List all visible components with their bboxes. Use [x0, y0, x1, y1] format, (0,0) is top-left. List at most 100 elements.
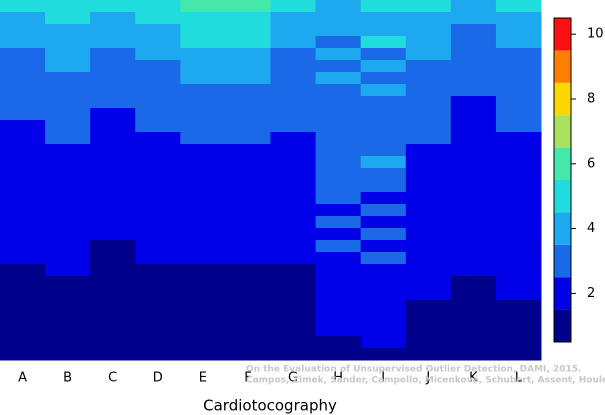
heatmap-cell	[225, 204, 271, 217]
heatmap-cell	[315, 324, 362, 337]
heatmap-cell	[0, 156, 46, 169]
heatmap-cell	[0, 24, 46, 37]
heatmap-cell	[405, 84, 452, 97]
heatmap-cell	[270, 168, 317, 181]
heatmap-cell	[225, 228, 271, 241]
heatmap-cell	[315, 216, 362, 229]
heatmap-cell	[315, 0, 362, 13]
heatmap-cell	[315, 108, 362, 121]
heatmap-cell	[225, 168, 271, 181]
heatmap-cell	[405, 204, 452, 217]
heatmap-cell	[45, 108, 91, 121]
heatmap-cell	[450, 192, 497, 205]
heatmap-cell	[135, 36, 181, 49]
heatmap-cell	[405, 288, 452, 301]
heatmap-cell	[90, 252, 136, 265]
heatmap-cell	[495, 12, 542, 25]
heatmap-cell	[360, 324, 407, 337]
heatmap-cell	[315, 180, 362, 193]
heatmap-cell	[450, 84, 497, 97]
heatmap-cell	[405, 36, 452, 49]
heatmap-cell	[0, 252, 46, 265]
heatmap-cell	[270, 252, 317, 265]
colorbar-band	[554, 147, 571, 180]
heatmap-cell	[360, 312, 407, 325]
heatmap-cell	[360, 72, 407, 85]
heatmap-cell	[360, 156, 407, 169]
heatmap-cell	[405, 0, 452, 13]
heatmap-cell	[0, 0, 46, 13]
x-axis-label: Cardiotocography	[203, 397, 337, 415]
heatmap-cell	[225, 288, 271, 301]
heatmap-cell	[135, 72, 181, 85]
heatmap-cell	[360, 288, 407, 301]
heatmap-cell	[450, 312, 497, 325]
heatmap-cell	[90, 120, 136, 133]
heatmap-cell	[135, 180, 181, 193]
heatmap-cell	[495, 180, 542, 193]
x-tick-label: K	[469, 371, 478, 386]
heatmap-cell	[405, 108, 452, 121]
heatmap-cell	[270, 60, 317, 73]
heatmap-cell	[315, 48, 362, 61]
heatmap-cell	[315, 168, 362, 181]
heatmap-cell	[45, 120, 91, 133]
heatmap-cell	[225, 96, 271, 109]
heatmap-cell	[405, 12, 452, 25]
heatmap-cell	[405, 240, 452, 253]
heatmap-cell	[360, 300, 407, 313]
heatmap-cell	[450, 240, 497, 253]
heatmap-cell	[405, 144, 452, 157]
heatmap-cell	[180, 72, 226, 85]
heatmap-cell	[0, 228, 46, 241]
colorbar-tick-label: 10	[587, 27, 604, 42]
heatmap-cell	[450, 24, 497, 37]
heatmap-cell	[0, 240, 46, 253]
heatmap-cell	[450, 36, 497, 49]
heatmap-cell	[225, 132, 271, 145]
colorbar-band	[554, 82, 571, 116]
heatmap-cell	[270, 300, 317, 313]
heatmap-cell	[495, 336, 542, 349]
heatmap-cell	[315, 156, 362, 169]
heatmap-cell	[45, 204, 91, 217]
heatmap-cell	[405, 228, 452, 241]
heatmap-cell	[315, 84, 362, 97]
heatmap-cell	[315, 144, 362, 157]
heatmap-cell	[315, 36, 362, 49]
heatmap-cell	[45, 0, 91, 13]
heatmap-cell	[180, 108, 226, 121]
heatmap-cell	[90, 72, 136, 85]
heatmap-cell	[225, 108, 271, 121]
heatmap-cell	[45, 72, 91, 85]
heatmap-cell	[225, 324, 271, 337]
heatmap-cell	[270, 108, 317, 121]
heatmap-cell	[90, 108, 136, 121]
heatmap-cell	[225, 144, 271, 157]
heatmap-cell	[495, 132, 542, 145]
heatmap-cell	[180, 12, 226, 25]
heatmap-cell	[135, 0, 181, 13]
heatmap-cell	[0, 60, 46, 73]
heatmap-cell	[180, 60, 226, 73]
heatmap-cell	[45, 228, 91, 241]
heatmap-cell	[450, 108, 497, 121]
heatmap-cell	[180, 192, 226, 205]
heatmap-cell	[0, 204, 46, 217]
heatmap-cell	[450, 264, 497, 277]
heatmap-cell	[135, 240, 181, 253]
heatmap-cell	[45, 348, 91, 361]
heatmap-cell	[90, 60, 136, 73]
heatmap-cell	[135, 216, 181, 229]
heatmap-cell	[450, 120, 497, 133]
heatmap-cell	[90, 264, 136, 277]
heatmap-cell	[315, 120, 362, 133]
heatmap-cell	[360, 348, 407, 361]
heatmap-cell	[135, 228, 181, 241]
heatmap-cell	[90, 24, 136, 37]
heatmap-cell	[90, 312, 136, 325]
heatmap-cell	[360, 276, 407, 289]
heatmap-cell	[270, 84, 317, 97]
heatmap-cell	[405, 192, 452, 205]
